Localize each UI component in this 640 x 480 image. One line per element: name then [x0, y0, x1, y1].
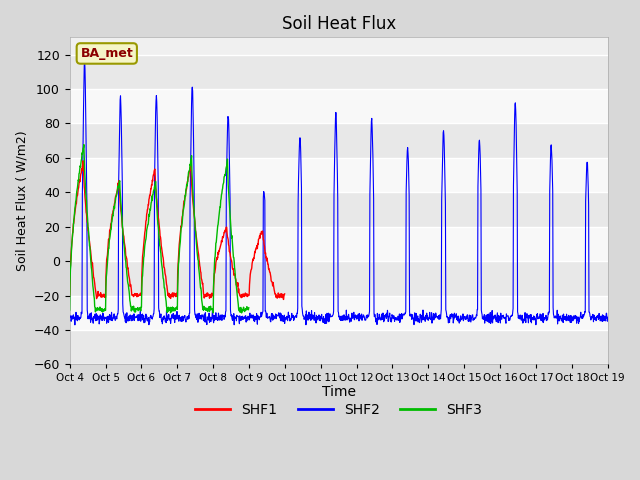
SHF2 — [173, 309, 181, 314]
SHF2 — [604, 318, 612, 324]
Y-axis label: Soil Heat Flux ( W/m2): Soil Heat Flux ( W/m2) — [15, 131, 28, 271]
Legend: SHF1, SHF2, SHF3: SHF1, SHF2, SHF3 — [189, 398, 488, 423]
SHF2 — [541, 317, 548, 323]
Bar — [70, 158, 608, 192]
SHF1 — [66, 292, 74, 298]
SHF3 — [172, 306, 180, 312]
SHF1 — [246, 282, 253, 288]
X-axis label: Time: Time — [322, 385, 356, 399]
SHF1 — [186, 168, 193, 174]
SHF2 — [423, 310, 431, 316]
Line: SHF2: SHF2 — [70, 60, 608, 325]
SHF2 — [246, 315, 254, 321]
Bar — [70, 261, 608, 296]
Line: SHF1: SHF1 — [70, 161, 285, 300]
SHF2 — [493, 313, 501, 319]
SHF2 — [81, 57, 88, 63]
Title: Soil Heat Flux: Soil Heat Flux — [282, 15, 396, 33]
SHF2 — [66, 313, 74, 319]
Bar — [70, 55, 608, 89]
Bar — [70, 192, 608, 227]
Bar — [70, 227, 608, 261]
SHF2 — [71, 322, 79, 328]
Bar — [70, 330, 608, 364]
Bar — [70, 89, 608, 123]
SHF3 — [66, 307, 74, 313]
Line: SHF3: SHF3 — [70, 144, 249, 313]
SHF2 — [186, 198, 194, 204]
SHF1 — [172, 291, 180, 297]
Bar — [70, 296, 608, 330]
Bar — [70, 123, 608, 158]
SHF3 — [186, 168, 193, 174]
Text: BA_met: BA_met — [81, 47, 133, 60]
